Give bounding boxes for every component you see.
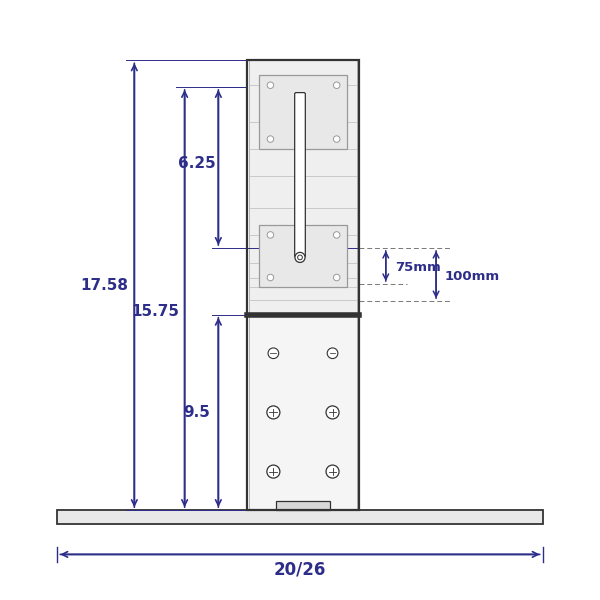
Bar bbox=[259, 225, 347, 287]
Circle shape bbox=[298, 255, 302, 260]
Circle shape bbox=[334, 274, 340, 281]
Circle shape bbox=[327, 348, 338, 359]
Circle shape bbox=[267, 136, 274, 142]
Text: 17.58: 17.58 bbox=[81, 278, 129, 293]
Circle shape bbox=[267, 232, 274, 238]
Bar bbox=[249, 61, 357, 315]
Circle shape bbox=[326, 465, 339, 478]
Bar bbox=[249, 315, 357, 510]
Bar bbox=[247, 61, 359, 510]
Circle shape bbox=[326, 406, 339, 419]
Bar bbox=[58, 510, 542, 524]
Bar bbox=[277, 501, 329, 510]
Text: 15.75: 15.75 bbox=[131, 304, 179, 319]
Circle shape bbox=[268, 348, 279, 359]
Text: 100mm: 100mm bbox=[445, 270, 500, 283]
Circle shape bbox=[334, 136, 340, 142]
Circle shape bbox=[267, 82, 274, 88]
Text: 9.5: 9.5 bbox=[183, 405, 210, 420]
Circle shape bbox=[295, 253, 305, 262]
Circle shape bbox=[267, 465, 280, 478]
Text: 6.25: 6.25 bbox=[178, 157, 215, 172]
FancyBboxPatch shape bbox=[295, 92, 305, 257]
Circle shape bbox=[334, 82, 340, 88]
Text: 20/26: 20/26 bbox=[274, 560, 326, 578]
Circle shape bbox=[267, 406, 280, 419]
Bar bbox=[259, 75, 347, 149]
Circle shape bbox=[267, 274, 274, 281]
Circle shape bbox=[334, 232, 340, 238]
Text: 75mm: 75mm bbox=[395, 261, 440, 274]
